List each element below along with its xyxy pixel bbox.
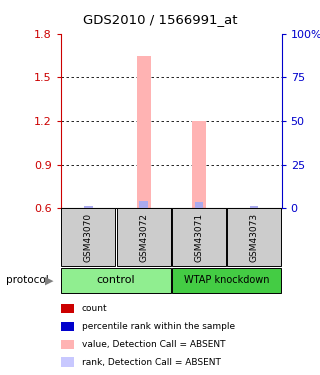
Text: ▶: ▶ — [45, 275, 54, 285]
Bar — [195, 202, 203, 208]
Text: GSM43070: GSM43070 — [84, 213, 93, 262]
Text: percentile rank within the sample: percentile rank within the sample — [82, 322, 235, 331]
Bar — [61, 268, 171, 293]
Bar — [116, 208, 171, 266]
Bar — [137, 56, 150, 208]
Bar — [192, 121, 206, 208]
Text: value, Detection Call = ABSENT: value, Detection Call = ABSENT — [82, 340, 225, 349]
Text: protocol: protocol — [6, 275, 49, 285]
Text: rank, Detection Call = ABSENT: rank, Detection Call = ABSENT — [82, 358, 220, 367]
Bar — [84, 206, 92, 208]
Bar — [140, 201, 148, 208]
Bar — [227, 208, 281, 266]
Bar — [61, 208, 116, 266]
Text: GSM43072: GSM43072 — [139, 213, 148, 262]
Text: WTAP knockdown: WTAP knockdown — [184, 275, 269, 285]
Text: control: control — [97, 275, 135, 285]
Text: GSM43073: GSM43073 — [250, 213, 259, 262]
Bar — [172, 208, 226, 266]
Bar — [172, 268, 281, 293]
Text: GDS2010 / 1566991_at: GDS2010 / 1566991_at — [83, 13, 237, 26]
Text: count: count — [82, 304, 107, 313]
Text: GSM43071: GSM43071 — [194, 213, 203, 262]
Bar — [250, 206, 258, 208]
